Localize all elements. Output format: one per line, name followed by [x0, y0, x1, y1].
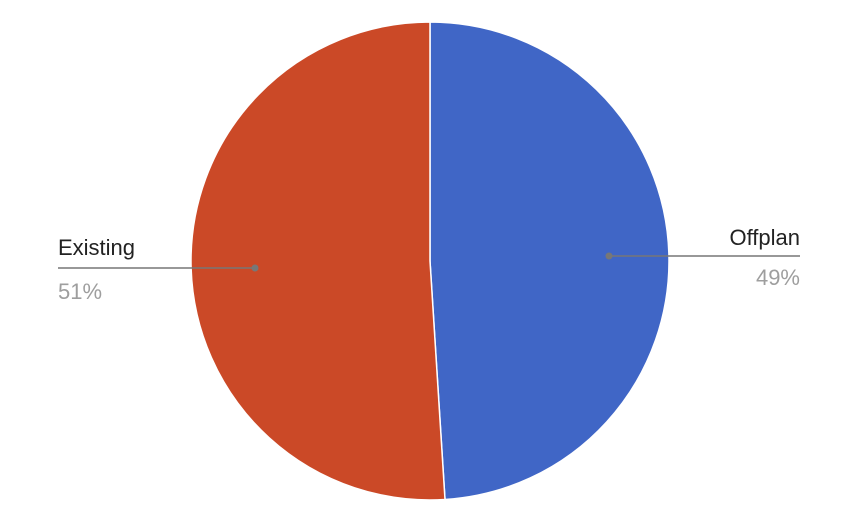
slice-percent-offplan: 49% — [756, 265, 800, 290]
slice-percent-existing: 51% — [58, 279, 102, 304]
slice-label-offplan: Offplan — [729, 225, 800, 250]
leader-dot-offplan — [605, 252, 613, 260]
leader-dot-existing — [251, 264, 259, 272]
pie-slice-existing — [190, 21, 446, 501]
pie-slice-offplan — [429, 21, 670, 501]
slice-label-existing: Existing — [58, 235, 135, 260]
